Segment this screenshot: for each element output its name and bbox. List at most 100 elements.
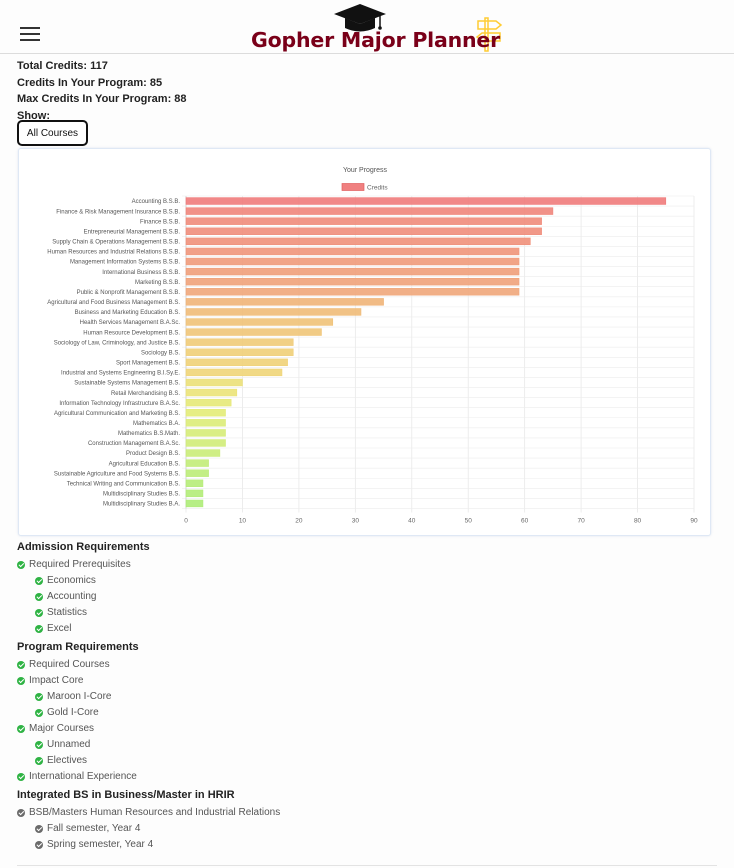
y-tick-label: Retail Merchandising B.S.: [111, 391, 180, 397]
requirement-item-impact-core: Impact Core: [17, 673, 717, 689]
legend-label: Credits: [367, 185, 388, 192]
section-heading: Integrated BS in Business/Master in HRIR: [17, 789, 235, 801]
y-tick-label: Technical Writing and Communication B.S.: [67, 481, 181, 487]
x-tick-label: 90: [690, 517, 698, 524]
requirement-item-spring-semester-year-4: Spring semester, Year 4: [17, 837, 717, 853]
x-tick-label: 10: [239, 517, 247, 524]
bar: [185, 499, 204, 508]
check-circle-icon: [17, 561, 25, 569]
check-circle-icon: [35, 709, 43, 717]
requirement-label: Statistics: [47, 607, 88, 618]
bar: [185, 449, 221, 457]
bar: [185, 368, 283, 377]
y-tick-label: Entrepreneurial Management B.S.B.: [84, 229, 181, 235]
y-tick-label: Human Resources and Industrial Relations…: [47, 250, 180, 256]
bar: [185, 247, 520, 256]
section-heading: Program Requirements: [17, 641, 139, 653]
requirements-list: Admission Requirements Required Prerequis…: [17, 539, 717, 855]
y-tick-label: Sport Management B.S.: [116, 361, 180, 367]
x-tick-label: 40: [408, 517, 416, 524]
requirement-item-bsb-masters-human-resources-and-industrial-relations: BSB/Masters Human Resources and Industri…: [17, 805, 717, 821]
bar: [185, 207, 554, 215]
check-circle-icon: [17, 661, 25, 669]
bar: [185, 318, 334, 326]
y-tick-label: Accounting B.S.B.: [132, 199, 181, 205]
show-label: Show:: [17, 109, 50, 122]
requirement-item-required-courses: Required Courses: [17, 657, 717, 673]
bar: [185, 197, 667, 205]
requirement-label: Accounting: [47, 591, 97, 602]
section-spacer: [17, 853, 717, 855]
app-header: Gopher Major Planner: [0, 0, 734, 54]
program-credits: Credits In Your Program: 85: [17, 76, 163, 89]
total-credits: Total Credits: 117: [17, 60, 108, 72]
bar: [185, 227, 542, 235]
requirement-label: Gold I-Core: [47, 707, 99, 718]
y-tick-label: Multidisciplinary Studies B.S.: [103, 492, 180, 498]
check-circle-icon: [35, 593, 43, 601]
divider: [17, 865, 717, 866]
bar: [185, 328, 322, 336]
requirement-label: Unnamed: [47, 739, 91, 750]
bar: [185, 429, 226, 437]
requirement-label: Spring semester, Year 4: [47, 839, 154, 850]
y-tick-label: Public & Nonprofit Management B.S.B.: [77, 290, 181, 296]
requirement-label: Impact Core: [29, 675, 84, 686]
pending-circle-icon: [17, 809, 25, 817]
requirement-label: Economics: [47, 575, 96, 586]
check-circle-icon: [35, 625, 43, 633]
bar: [185, 459, 209, 467]
hamburger-icon[interactable]: [20, 27, 42, 43]
requirement-item-major-courses: Major Courses: [17, 721, 717, 737]
x-tick-label: 50: [465, 517, 473, 524]
requirement-label: International Experience: [29, 771, 137, 782]
bar: [185, 257, 520, 266]
requirement-item-electives: Electives: [17, 753, 717, 769]
check-circle-icon: [35, 693, 43, 701]
bar: [185, 409, 226, 417]
bar: [185, 479, 204, 487]
bar: [185, 298, 384, 306]
app-logo: Gopher Major Planner: [248, 2, 508, 52]
y-tick-label: Multidisciplinary Studies B.A.: [103, 502, 180, 508]
y-tick-label: Agricultural Education B.S.: [109, 461, 181, 467]
bar: [185, 237, 531, 246]
y-tick-label: Agricultural and Food Business Managemen…: [47, 300, 180, 306]
graduation-cap-icon: [334, 4, 386, 32]
bar: [185, 378, 243, 387]
x-tick-label: 0: [184, 517, 188, 524]
y-tick-label: Information Technology Infrastructure B.…: [59, 401, 180, 407]
y-tick-label: International Business B.S.B.: [102, 270, 180, 276]
y-tick-label: Business and Marketing Education B.S.: [75, 310, 181, 316]
legend-swatch: [341, 183, 365, 191]
y-tick-label: Finance & Risk Management Insurance B.S.…: [56, 209, 180, 215]
y-tick-label: Supply Chain & Operations Management B.S…: [52, 240, 180, 246]
bar: [185, 398, 232, 407]
requirement-label: Fall semester, Year 4: [47, 823, 141, 834]
x-tick-label: 60: [521, 517, 529, 524]
progress-chart-svg: Your Progress Credits 0 10 20 30 40 50 60 70 80 90 A…: [47, 167, 698, 524]
y-tick-label: Sociology B.S.: [141, 350, 180, 356]
chart-title: Your Progress: [343, 167, 388, 174]
y-tick-label: Management Information Systems B.S.B.: [70, 260, 180, 266]
y-tick-label: Human Resource Development B.S.: [83, 330, 180, 336]
requirement-item-economics: Economics: [17, 573, 717, 589]
credit-summary: Total Credits: 117 Credits In Your Progr…: [17, 58, 187, 124]
x-tick-label: 20: [295, 517, 303, 524]
show-filter-button[interactable]: All Courses: [17, 120, 88, 146]
requirement-item-gold-i-core: Gold I-Core: [17, 705, 717, 721]
bar: [185, 469, 209, 477]
y-tick-label: Mathematics B.S.Math.: [118, 431, 180, 437]
pending-circle-icon: [35, 841, 43, 849]
check-circle-icon: [35, 741, 43, 749]
requirement-item-international-experience: International Experience: [17, 769, 717, 785]
check-circle-icon: [17, 677, 25, 685]
check-circle-icon: [17, 725, 25, 733]
y-tick-label: Industrial and Systems Engineering B.I.S…: [61, 371, 180, 377]
y-tick-label: Finance B.S.B.: [140, 219, 180, 225]
y-tick-label: Marketing B.S.B.: [135, 280, 180, 286]
bar: [185, 308, 362, 316]
bar: [185, 419, 226, 427]
bar: [185, 277, 520, 286]
requirement-label: Required Courses: [29, 659, 110, 670]
